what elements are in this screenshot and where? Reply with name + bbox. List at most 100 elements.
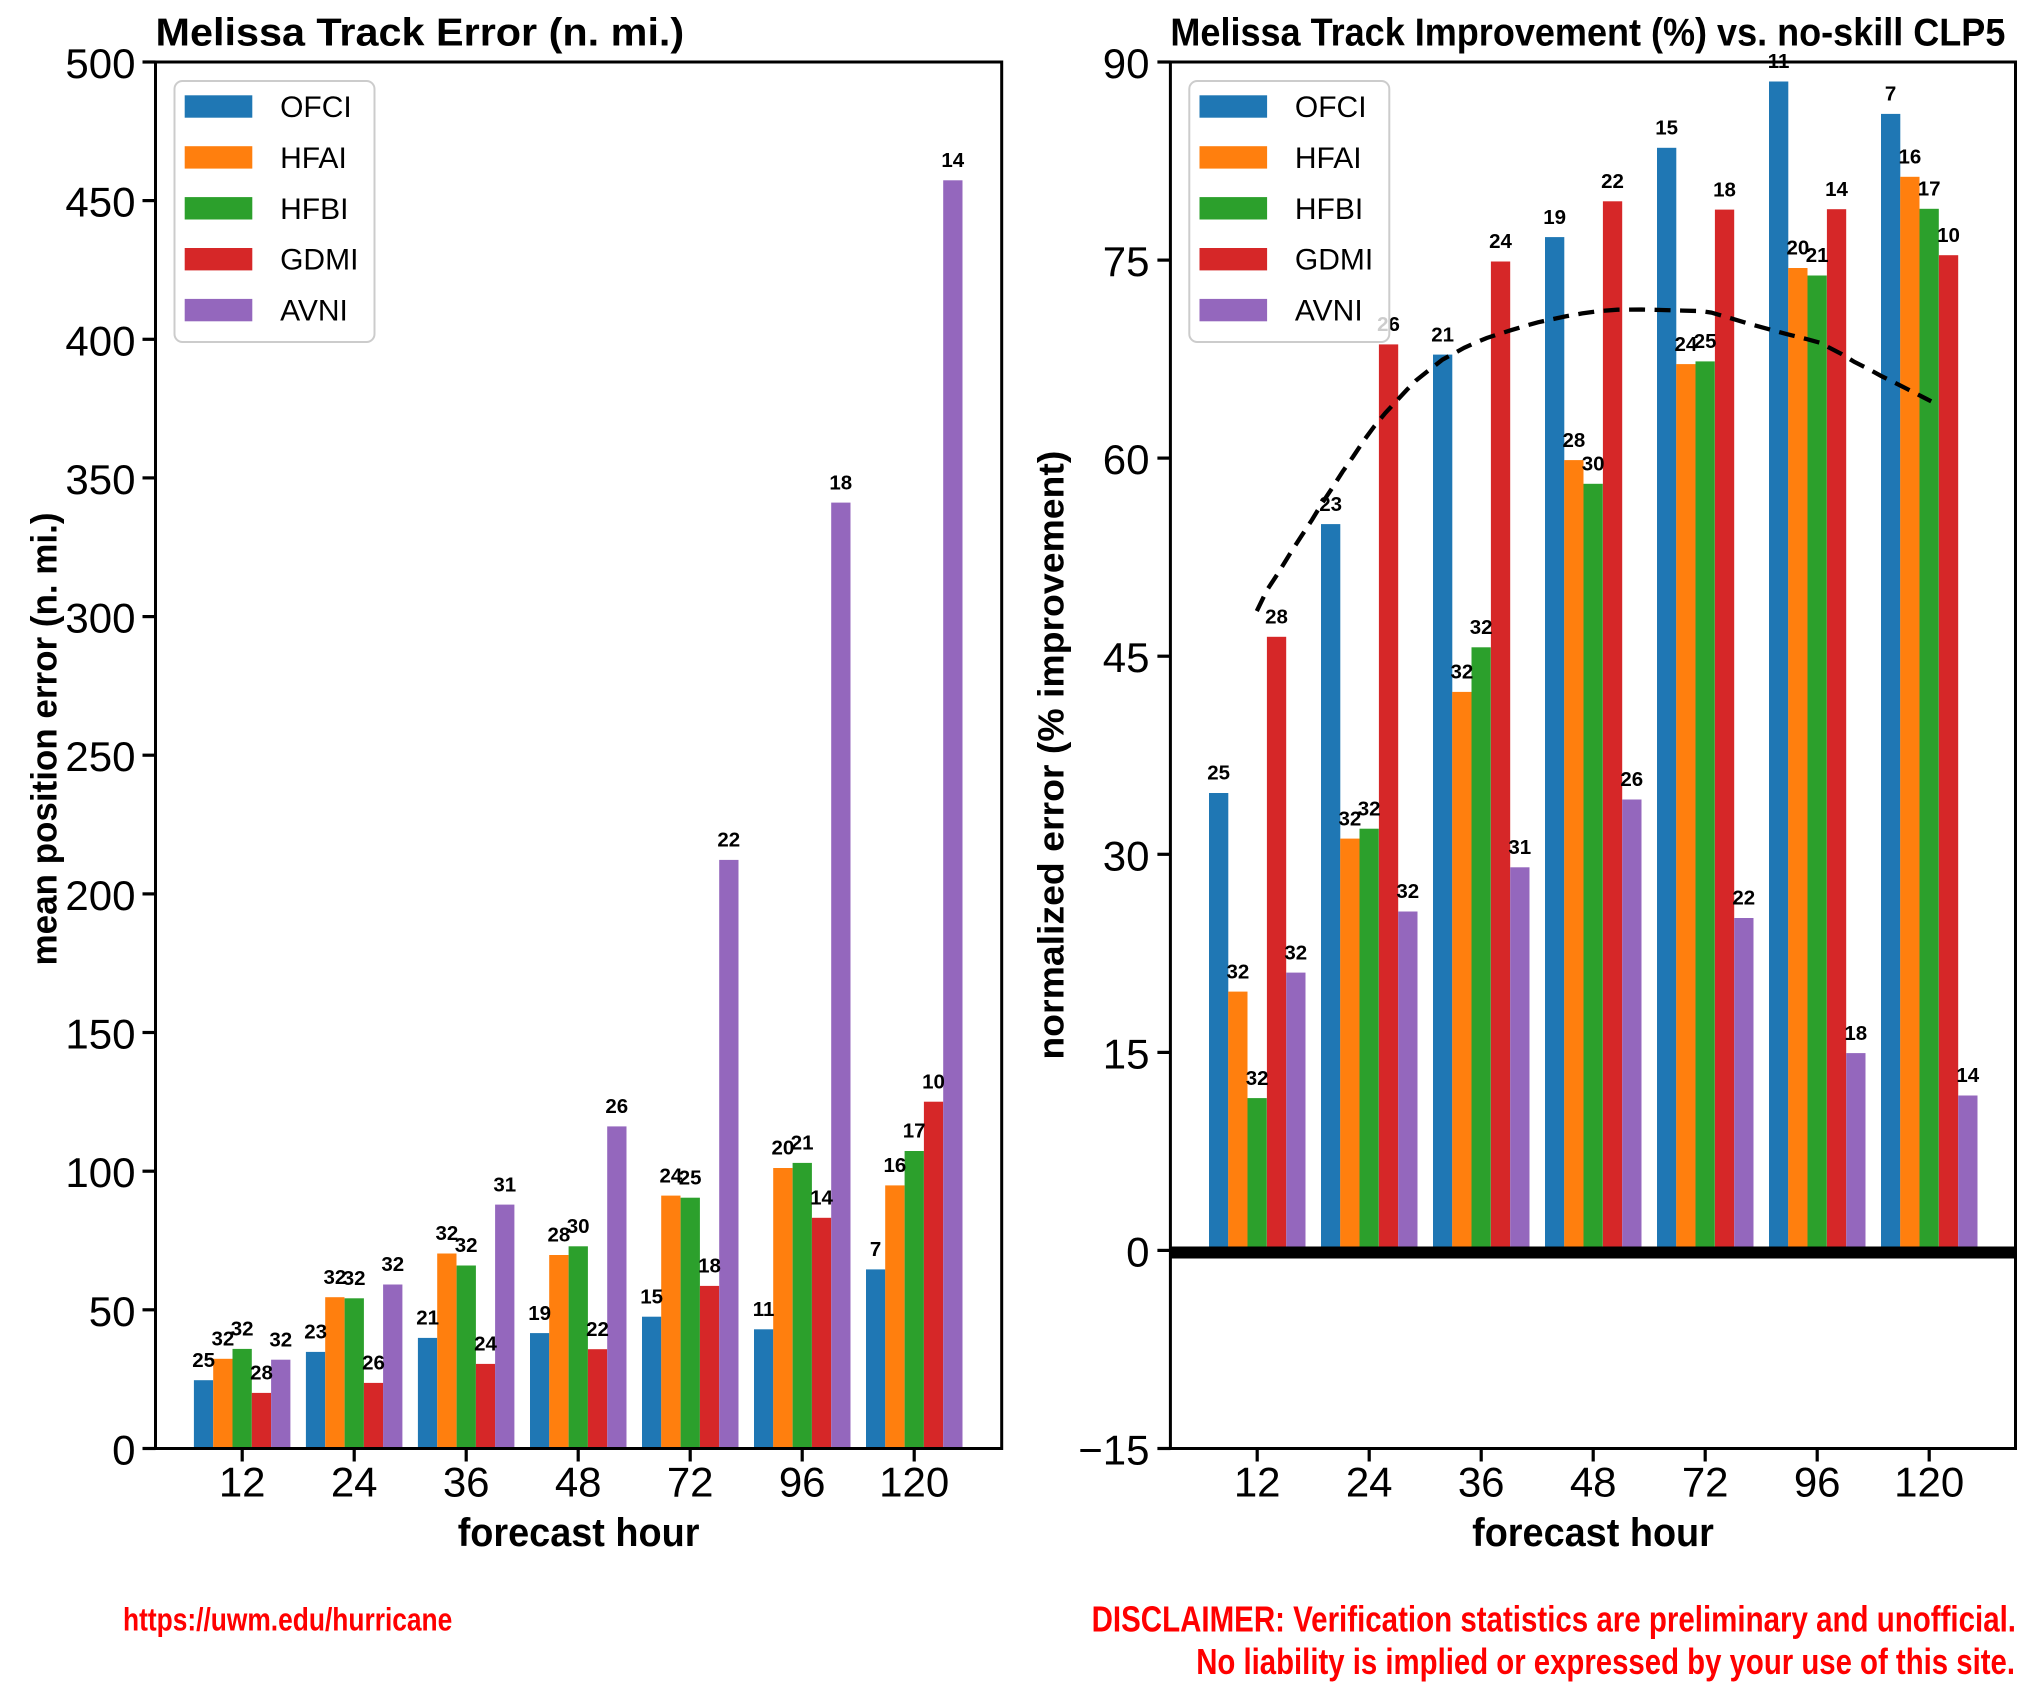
svg-text:32: 32 (231, 1318, 254, 1341)
svg-text:Melissa Track Error (n. mi.): Melissa Track Error (n. mi.) (156, 12, 685, 55)
svg-text:100: 100 (65, 1149, 135, 1196)
svg-text:96: 96 (1794, 1459, 1841, 1506)
svg-text:21: 21 (791, 1132, 814, 1155)
svg-text:500: 500 (65, 40, 135, 87)
svg-text:32: 32 (455, 1234, 478, 1257)
svg-text:32: 32 (435, 1222, 458, 1245)
svg-text:45: 45 (1103, 634, 1150, 681)
svg-text:96: 96 (779, 1459, 826, 1506)
svg-text:16: 16 (1898, 146, 1921, 169)
svg-text:16: 16 (883, 1154, 906, 1177)
svg-text:7: 7 (1885, 83, 1896, 106)
svg-text:https://uwm.edu/hurricane: https://uwm.edu/hurricane (123, 1602, 452, 1638)
svg-text:GDMI: GDMI (1295, 244, 1373, 277)
svg-text:21: 21 (1806, 244, 1829, 267)
svg-text:32: 32 (1470, 616, 1493, 639)
svg-text:30: 30 (1103, 832, 1150, 879)
svg-text:23: 23 (304, 1321, 327, 1344)
svg-text:32: 32 (211, 1328, 234, 1351)
svg-text:60: 60 (1103, 436, 1150, 483)
svg-text:120: 120 (1894, 1459, 1964, 1506)
svg-text:20: 20 (1786, 237, 1809, 260)
svg-text:32: 32 (269, 1328, 292, 1351)
svg-text:19: 19 (528, 1302, 551, 1325)
svg-text:90: 90 (1103, 40, 1150, 87)
svg-text:AVNI: AVNI (280, 295, 348, 328)
svg-text:Melissa Track Improvement (%): Melissa Track Improvement (%) vs. no-ski… (1170, 12, 2005, 55)
svg-text:32: 32 (1338, 807, 1361, 830)
svg-text:14: 14 (941, 149, 964, 172)
svg-text:24: 24 (331, 1459, 378, 1506)
svg-text:18: 18 (829, 471, 852, 494)
svg-text:400: 400 (65, 317, 135, 364)
svg-text:48: 48 (555, 1459, 602, 1506)
svg-text:32: 32 (1246, 1067, 1269, 1090)
svg-text:0: 0 (1126, 1228, 1149, 1275)
svg-text:24: 24 (474, 1333, 497, 1356)
svg-text:No liability is implied or exp: No liability is implied or expressed by … (1196, 1641, 2015, 1682)
svg-text:11: 11 (753, 1298, 775, 1321)
svg-text:26: 26 (362, 1352, 385, 1375)
svg-text:forecast hour: forecast hour (458, 1511, 700, 1555)
svg-text:72: 72 (1682, 1459, 1729, 1506)
svg-text:26: 26 (605, 1095, 628, 1118)
svg-text:12: 12 (1234, 1459, 1281, 1506)
svg-text:36: 36 (1458, 1459, 1505, 1506)
svg-text:14: 14 (1825, 178, 1848, 201)
svg-text:36: 36 (443, 1459, 490, 1506)
svg-text:24: 24 (659, 1164, 682, 1187)
svg-text:25: 25 (679, 1166, 702, 1189)
svg-text:350: 350 (65, 456, 135, 503)
svg-text:32: 32 (1284, 941, 1307, 964)
svg-text:18: 18 (1844, 1022, 1867, 1045)
svg-text:HFBI: HFBI (1295, 193, 1363, 226)
svg-text:forecast hour: forecast hour (1472, 1511, 1714, 1555)
svg-text:22: 22 (1732, 887, 1755, 910)
svg-text:−15: −15 (1078, 1427, 1149, 1474)
svg-text:7: 7 (870, 1238, 881, 1261)
svg-text:30: 30 (567, 1215, 590, 1238)
svg-text:12: 12 (219, 1459, 266, 1506)
svg-text:14: 14 (810, 1187, 833, 1210)
svg-text:HFBI: HFBI (280, 193, 348, 226)
svg-text:200: 200 (65, 872, 135, 919)
svg-text:26: 26 (1620, 768, 1643, 791)
svg-text:28: 28 (547, 1224, 570, 1247)
svg-text:23: 23 (1319, 493, 1342, 516)
svg-text:72: 72 (667, 1459, 714, 1506)
svg-text:31: 31 (1508, 836, 1531, 859)
svg-text:17: 17 (903, 1120, 926, 1143)
svg-text:HFAI: HFAI (280, 142, 347, 175)
svg-text:normalized error (% improvemen: normalized error (% improvement) (1031, 451, 1072, 1060)
svg-text:32: 32 (1396, 880, 1419, 903)
svg-text:32: 32 (1358, 797, 1381, 820)
svg-text:120: 120 (879, 1459, 949, 1506)
svg-text:21: 21 (1431, 323, 1454, 346)
svg-text:75: 75 (1103, 238, 1150, 285)
svg-text:17: 17 (1918, 178, 1941, 201)
svg-text:10: 10 (922, 1070, 945, 1093)
svg-text:32: 32 (1226, 960, 1249, 983)
svg-text:15: 15 (1103, 1030, 1150, 1077)
svg-text:0: 0 (112, 1427, 135, 1474)
svg-text:10: 10 (1937, 224, 1960, 247)
svg-text:18: 18 (1713, 178, 1736, 201)
svg-text:48: 48 (1570, 1459, 1617, 1506)
svg-text:21: 21 (416, 1307, 439, 1330)
svg-text:22: 22 (717, 829, 740, 852)
svg-text:20: 20 (771, 1137, 794, 1160)
svg-text:25: 25 (192, 1349, 215, 1372)
svg-text:24: 24 (1346, 1459, 1393, 1506)
svg-text:450: 450 (65, 179, 135, 226)
svg-text:25: 25 (1694, 330, 1717, 353)
svg-text:DISCLAIMER: Verification stati: DISCLAIMER: Verification statistics are … (1092, 1599, 2016, 1640)
svg-text:GDMI: GDMI (280, 244, 358, 277)
svg-text:30: 30 (1582, 453, 1605, 476)
svg-text:250: 250 (65, 733, 135, 780)
svg-text:22: 22 (1601, 170, 1624, 193)
svg-text:14: 14 (1956, 1064, 1979, 1087)
svg-text:AVNI: AVNI (1295, 295, 1363, 328)
svg-text:mean position error (n. mi.): mean position error (n. mi.) (24, 513, 65, 966)
svg-text:22: 22 (586, 1318, 609, 1341)
svg-text:25: 25 (1207, 762, 1230, 785)
